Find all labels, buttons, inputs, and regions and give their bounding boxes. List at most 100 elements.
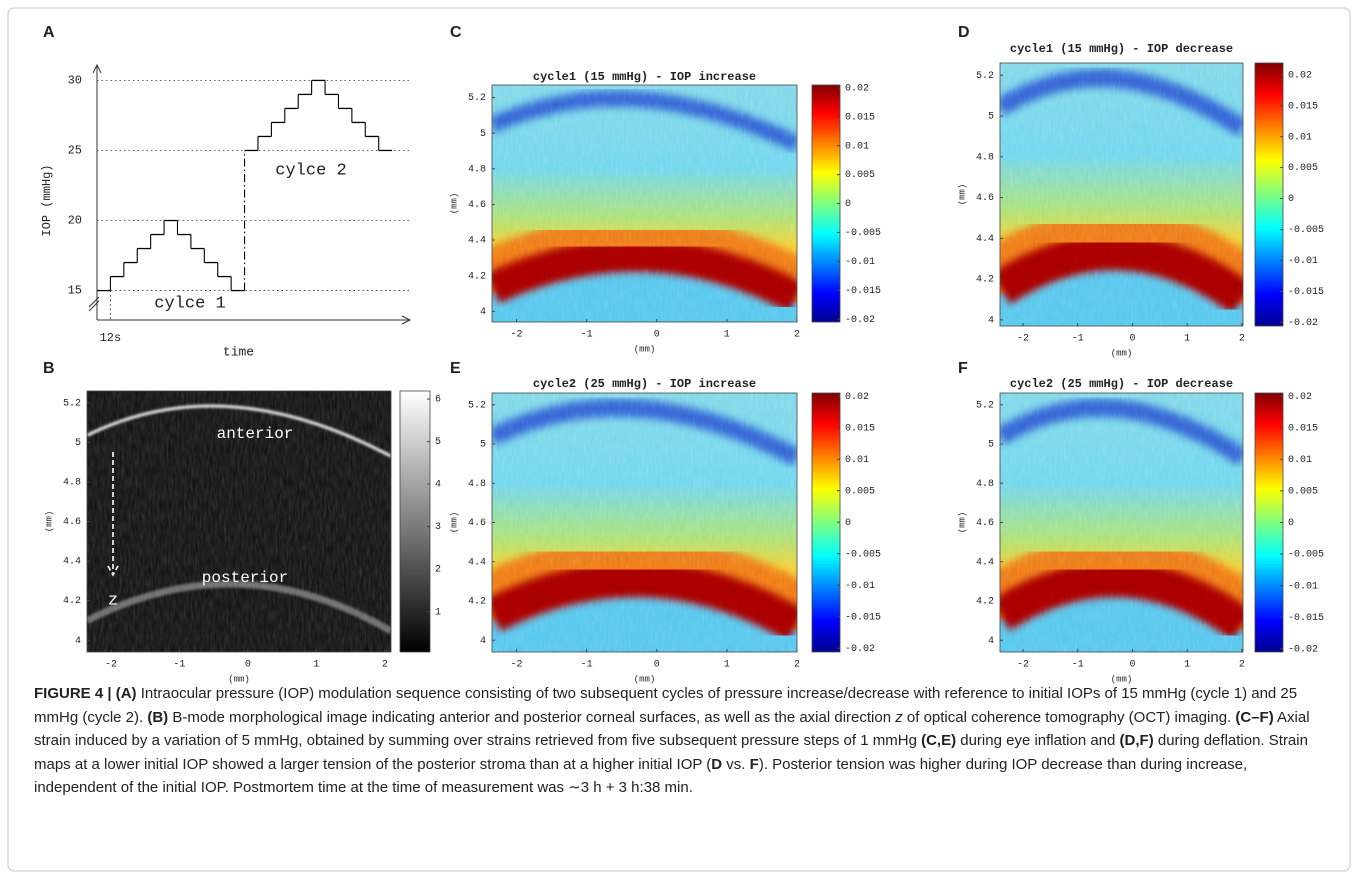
colorbar-tick-label: 1 bbox=[435, 607, 441, 618]
colorbar-tick-label: 0.01 bbox=[845, 141, 869, 152]
y-tick-label: 4.4 bbox=[468, 236, 486, 247]
colorbar-tick-label: 6 bbox=[435, 395, 441, 406]
x-tick-label: 1 bbox=[1184, 334, 1190, 345]
y-tick-label: 5 bbox=[480, 440, 486, 451]
x-axis-label: (mm) bbox=[228, 674, 250, 684]
x-tick-label: 2 bbox=[382, 660, 388, 671]
caption-symbol: z bbox=[895, 708, 903, 726]
colorbar-tick-label: -0.01 bbox=[1288, 581, 1318, 592]
speckle bbox=[492, 85, 797, 322]
y-tick-label: 5.2 bbox=[468, 93, 486, 104]
colorbar-tick-label: -0.01 bbox=[845, 257, 875, 268]
y-tick-label: 4.4 bbox=[976, 234, 994, 245]
colorbar-tick-label: 3 bbox=[435, 522, 441, 533]
y-tick-label: 5 bbox=[988, 440, 994, 451]
colorbar-tick-label: -0.02 bbox=[845, 644, 875, 655]
colorbar bbox=[1254, 392, 1284, 653]
colorbar-tick-label: 4 bbox=[435, 480, 441, 491]
colorbar-tick-label: -0.005 bbox=[845, 228, 881, 239]
plot-frame bbox=[999, 62, 1244, 327]
panel-title: cycle1 (15 mmHg) - IOP increase bbox=[533, 70, 756, 84]
y-tick-label: 30 bbox=[68, 74, 82, 88]
colorbar-tick-label: 0.01 bbox=[1288, 455, 1312, 466]
colorbar bbox=[1254, 62, 1284, 327]
x-tick-label: 1 bbox=[724, 330, 730, 341]
caption-ref: (D,F) bbox=[1119, 732, 1154, 749]
caption-ref: F bbox=[749, 755, 759, 773]
y-axis-label: (mm) bbox=[44, 511, 54, 533]
x-tick-label: -2 bbox=[1017, 660, 1029, 671]
y-tick-label: 4.4 bbox=[468, 557, 486, 568]
y-tick-label: 4.6 bbox=[468, 518, 486, 529]
caption-label: FIGURE 4 | bbox=[34, 685, 116, 702]
x-tick-label: -1 bbox=[1072, 334, 1084, 345]
speckle bbox=[1000, 393, 1243, 652]
x-tick-label: -2 bbox=[105, 660, 117, 671]
colorbar-tick-label: 0 bbox=[845, 518, 851, 529]
caption-text: during eye inflation and bbox=[956, 732, 1120, 749]
annotation: posterior bbox=[202, 569, 288, 587]
y-tick-label: 4.8 bbox=[976, 152, 994, 163]
y-tick-label: 4.4 bbox=[63, 557, 81, 568]
y-tick-label: 4 bbox=[988, 636, 994, 647]
x-tick-label: 2 bbox=[1239, 334, 1245, 345]
caption-ref: (B) bbox=[147, 708, 169, 726]
panel-title: cycle1 (15 mmHg) - IOP decrease bbox=[1010, 42, 1233, 56]
caption-text: B-mode morphological image indicating an… bbox=[168, 708, 896, 726]
y-tick-label: 4.2 bbox=[468, 271, 486, 282]
caption-ref: D bbox=[711, 755, 723, 773]
colorbar-tick-label: 0.005 bbox=[845, 170, 875, 181]
y-tick-label: 4.2 bbox=[63, 596, 81, 607]
colorbar-tick-label: -0.01 bbox=[845, 581, 875, 592]
colorbar bbox=[811, 392, 841, 653]
colorbar-tick-label: -0.015 bbox=[845, 612, 881, 623]
colorbar-tick-label: 0 bbox=[845, 199, 851, 210]
x-axis-label: (mm) bbox=[634, 674, 656, 684]
x-axis-label: time bbox=[223, 344, 254, 359]
x-tick-label: 1 bbox=[1184, 660, 1190, 671]
y-tick-label: 4.2 bbox=[976, 597, 994, 608]
surface bbox=[87, 404, 391, 458]
colorbar-tick-label: 0 bbox=[1288, 194, 1294, 205]
image bbox=[1000, 393, 1243, 652]
y-axis bbox=[92, 63, 102, 320]
caption-text: Axial strain induced by a variation of 5… bbox=[34, 708, 1310, 750]
y-tick-label: 4.4 bbox=[976, 557, 994, 568]
panel-title: cycle2 (25 mmHg) - IOP increase bbox=[533, 377, 756, 391]
x-tick-label: -1 bbox=[173, 660, 185, 671]
y-tick-label: 4.2 bbox=[976, 275, 994, 286]
colorbar-tick-label: -0.02 bbox=[1288, 318, 1318, 329]
arrow bbox=[107, 452, 119, 577]
y-tick-label: 5 bbox=[75, 438, 81, 449]
caption-text: Intraocular pressure (IOP) modulation se… bbox=[34, 685, 1298, 726]
x-tick-label: 2 bbox=[1239, 660, 1245, 671]
colorbar-tick-label: 0.01 bbox=[845, 455, 869, 466]
colorbar-tick-label: 0.015 bbox=[845, 423, 875, 434]
colorbar-tick-label: -0.015 bbox=[845, 286, 881, 297]
panel-letter: A bbox=[43, 24, 55, 41]
colorbar-tick-label: 0.005 bbox=[1288, 487, 1318, 498]
x-axis-label: (mm) bbox=[1111, 674, 1133, 684]
colorbar-tick-label: 2 bbox=[435, 565, 441, 576]
colorbar-tick-label: -0.02 bbox=[1288, 644, 1318, 655]
panel-letter: B bbox=[43, 360, 55, 377]
plot-frame bbox=[491, 84, 798, 323]
x-axis bbox=[97, 315, 412, 325]
caption-ref: (C–F) bbox=[1235, 708, 1274, 726]
caption-text: ). Posterior tension was higher during I… bbox=[34, 755, 1248, 797]
x-tick-label: 1 bbox=[724, 660, 730, 671]
y-tick-label: 4 bbox=[75, 636, 81, 647]
colorbar-tick-label: 0.02 bbox=[1288, 70, 1312, 81]
colorbar-tick-label: 0 bbox=[1288, 518, 1294, 529]
colorbar-tick-label: -0.005 bbox=[1288, 550, 1324, 561]
caption-text: of optical coherence tomography (OCT) im… bbox=[902, 708, 1236, 726]
x-tick-label: 0 bbox=[245, 660, 251, 671]
x-tick-label: 0 bbox=[654, 660, 660, 671]
y-tick-label: 20 bbox=[68, 214, 82, 228]
x-axis-label: (mm) bbox=[1111, 348, 1133, 358]
colorbar-tick-label: 0.01 bbox=[1288, 132, 1312, 143]
x-tick-label: -2 bbox=[511, 330, 523, 341]
y-tick-label: 4 bbox=[480, 636, 486, 647]
colorbar-tick-label: -0.01 bbox=[1288, 256, 1318, 267]
x-tick-label: 12s bbox=[100, 331, 122, 345]
